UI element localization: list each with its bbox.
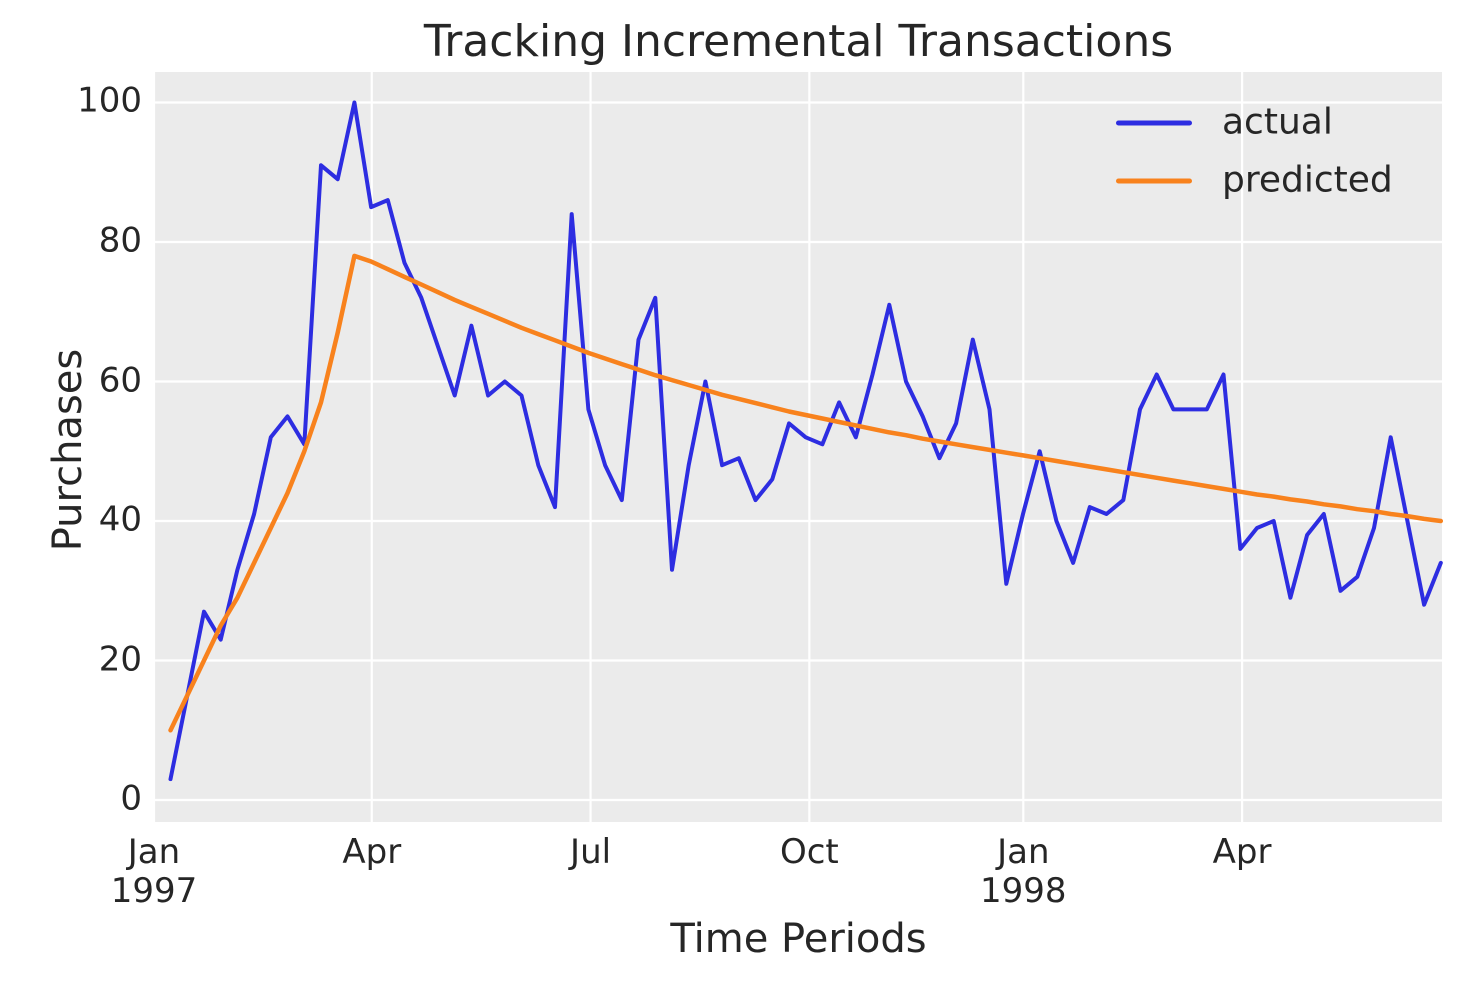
x-tick-label: Jan [127, 832, 181, 872]
y-tick-label: 60 [98, 359, 142, 400]
x-tick-label: Oct [779, 832, 839, 872]
x-tick-year-label: 1997 [110, 871, 198, 911]
actual-line [168, 100, 1443, 782]
actual-legend-line [1116, 120, 1192, 126]
predicted-line [168, 253, 1444, 733]
y-tick-label: 100 [77, 80, 142, 121]
x-tick-label: Apr [1212, 832, 1272, 872]
y-tick-label: 20 [98, 638, 142, 679]
chart-title: Tracking Incremental Transactions [423, 16, 1174, 67]
predicted-legend-line [1116, 178, 1192, 183]
x-tick-label: Jan [997, 832, 1050, 872]
predicted-legend-label: predicted [1222, 159, 1393, 201]
x-tick-label: Jul [570, 832, 612, 872]
gridlines [152, 72, 1442, 822]
x-tick-label: Apr [342, 832, 402, 872]
actual-legend-label: actual [1222, 101, 1333, 143]
x-tick-year-label: 1998 [980, 871, 1067, 911]
y-tick-label: 80 [98, 220, 142, 261]
y-tick-label: 0 [120, 778, 142, 819]
x-axis-label: Time Periods [670, 916, 927, 962]
y-tick-label: 40 [98, 499, 142, 540]
